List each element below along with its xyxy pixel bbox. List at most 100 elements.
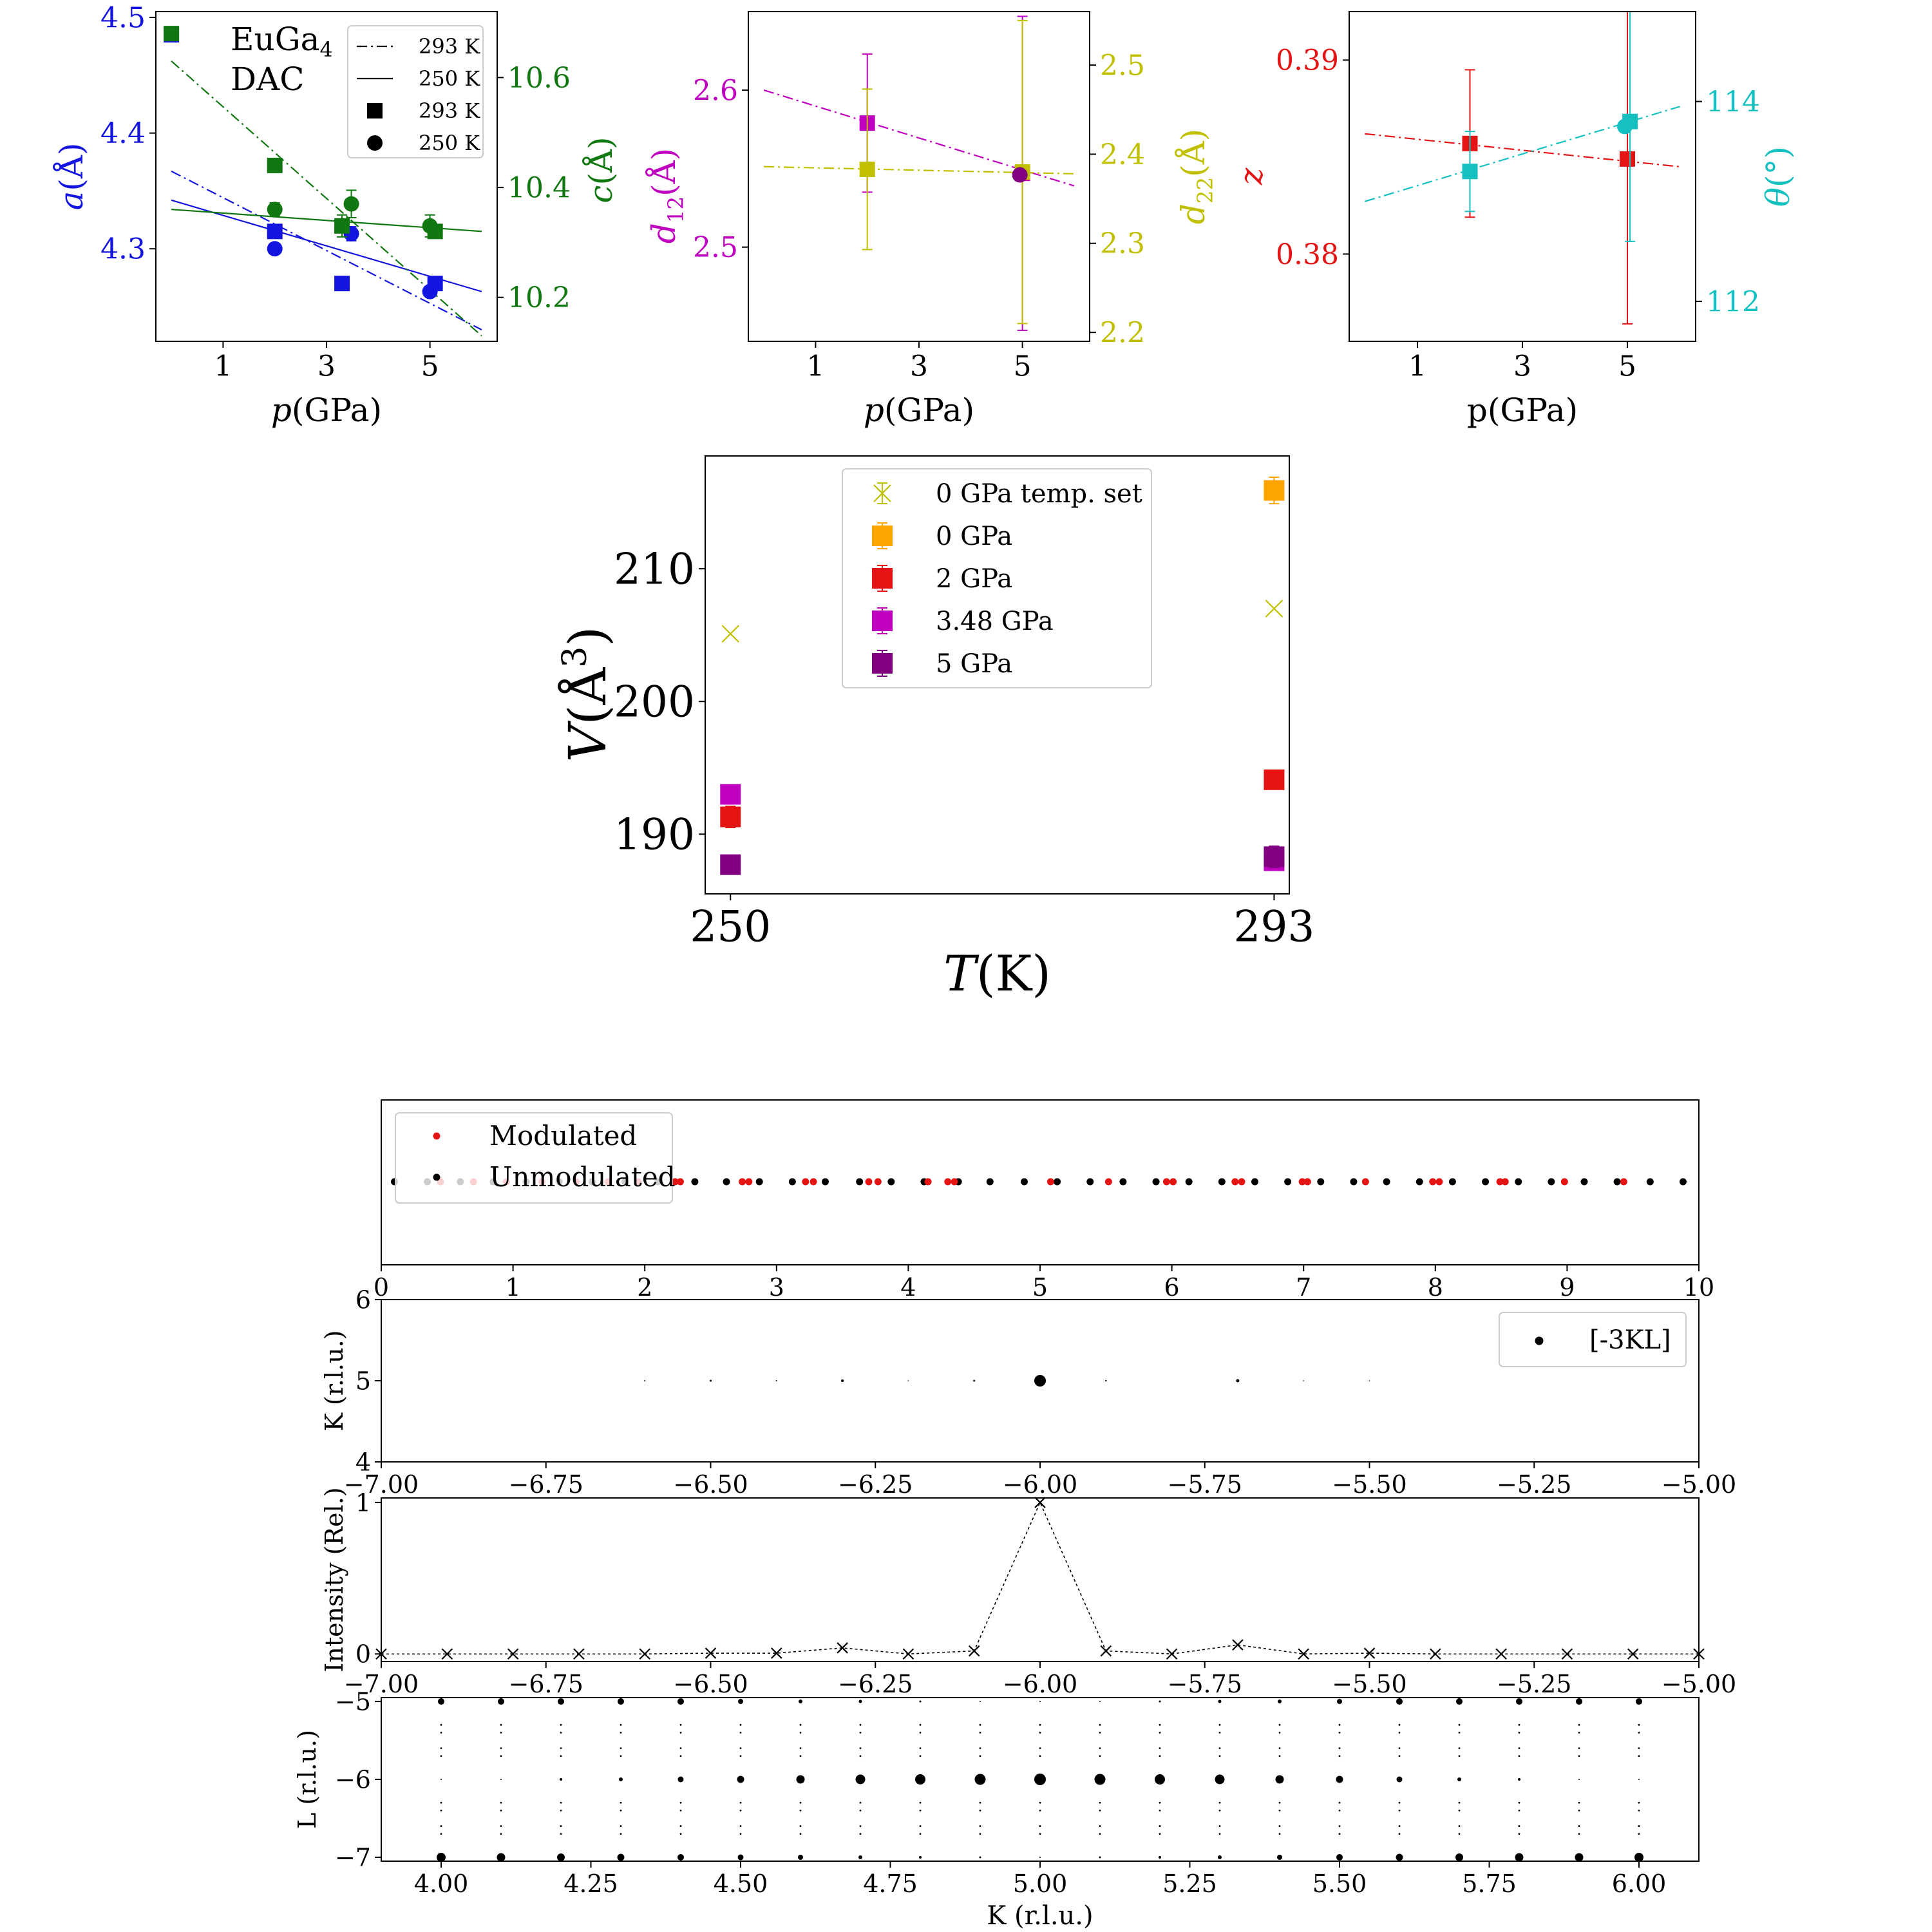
legend-label: 3.48 GPa (936, 607, 1054, 636)
reflection-point (799, 1700, 802, 1704)
satellite-point (1398, 1747, 1401, 1750)
satellite-point (620, 1825, 622, 1827)
satellite-point (1338, 1825, 1341, 1827)
intensity-point (902, 1648, 914, 1660)
reflection-point (915, 1774, 925, 1785)
x-axis-label: p(GPa) (271, 392, 382, 429)
unmodulated-point (1350, 1178, 1358, 1186)
y-axis-label: Intensity (Rel.) (320, 1487, 348, 1672)
unmodulated-point (1317, 1178, 1325, 1186)
axis-label-unit: (Å) (1174, 129, 1212, 177)
modulated-point (1162, 1178, 1170, 1186)
data-point (267, 223, 283, 240)
x-tick-label: −6.75 (509, 1670, 583, 1698)
reflection-point (738, 1699, 743, 1705)
axis-label-superscript: 3 (556, 647, 594, 668)
satellite-point (620, 1723, 622, 1726)
satellite-point (1338, 1747, 1341, 1750)
reflection-point (1636, 1698, 1642, 1705)
satellite-point (1039, 1801, 1041, 1804)
axis-label-symbol: θ (1759, 187, 1797, 207)
reflection-strip-panel: 0 1 2 3 4 5 6 7 8 9 10 Modulated Unmodulated (374, 1099, 1714, 1302)
satellite-point (979, 1833, 981, 1835)
satellite-point (1338, 1809, 1341, 1812)
x-axis-label: K (r.l.u.) (987, 1901, 1093, 1931)
satellite-point (1159, 1825, 1161, 1827)
data-point (1264, 846, 1285, 867)
plot-area (1365, 12, 1680, 325)
satellite-point (1218, 1809, 1221, 1812)
reflection-point (855, 1774, 866, 1785)
satellite-point (679, 1723, 682, 1726)
satellite-point (440, 1723, 442, 1726)
axis-label-symbol: p (864, 392, 884, 429)
data-point (343, 196, 359, 212)
modulated-point (1501, 1178, 1509, 1186)
plot-frame (1349, 11, 1696, 342)
satellite-point (1398, 1809, 1401, 1812)
modulated-point (745, 1178, 753, 1186)
satellite-point (1638, 1809, 1640, 1812)
satellite-point (799, 1809, 802, 1812)
satellite-point (1159, 1801, 1161, 1804)
satellite-point (1518, 1732, 1520, 1734)
satellite-point (1218, 1825, 1221, 1827)
reflection-point (1278, 1700, 1282, 1704)
x-tick-label: 3 (1513, 350, 1531, 383)
axis-label-symbol: T (943, 945, 980, 1002)
satellite-point (1458, 1747, 1461, 1750)
satellite-point (440, 1825, 442, 1827)
satellite-point (1398, 1723, 1401, 1726)
reflection-point (1337, 1699, 1342, 1705)
legend-label: 293 K (419, 99, 480, 123)
satellite-point (620, 1809, 622, 1812)
satellite-point (440, 1833, 442, 1835)
modulated-point (1361, 1178, 1369, 1186)
satellite-point (620, 1747, 622, 1750)
satellite-point (440, 1755, 442, 1757)
x-tick-label: 250 (690, 902, 771, 951)
x-tick-label: 2 (637, 1273, 652, 1302)
legend-marker (873, 484, 891, 502)
satellite-point (500, 1809, 502, 1812)
satellite-point (1159, 1732, 1161, 1734)
satellite-point (560, 1801, 562, 1804)
satellite-point (1398, 1755, 1401, 1757)
x-tick-label: 3 (910, 350, 928, 383)
legend-marker (433, 1132, 440, 1140)
annotation-subscript: 4 (319, 37, 332, 62)
unmodulated-point (1284, 1178, 1292, 1186)
satellite-point (979, 1801, 981, 1804)
axis-label-unit: (Å) (52, 143, 90, 191)
y-axis-label-right: θ(°) (1759, 146, 1797, 207)
legend-marker (872, 526, 893, 546)
y-tick-label: 4.5 (100, 1, 146, 34)
x-tick-label: 1 (1408, 350, 1426, 383)
modulated-point (810, 1178, 817, 1186)
axis-label-symbol: z (1233, 167, 1270, 185)
satellite-point (1398, 1833, 1401, 1835)
x-tick-label: 7 (1296, 1273, 1311, 1302)
x-tick-label: 5 (1618, 350, 1636, 383)
reflection-point (710, 1379, 712, 1382)
satellite-point (739, 1833, 742, 1835)
satellite-point (679, 1801, 682, 1804)
data-point (334, 276, 350, 292)
satellite-point (560, 1833, 562, 1835)
intensity-point (1430, 1648, 1441, 1660)
satellite-point (1039, 1747, 1041, 1750)
reflection-point (775, 1380, 777, 1381)
x-tick-label: −5.25 (1497, 1470, 1571, 1499)
x-tick-label: 1 (214, 350, 232, 383)
axis-label-symbol: p (1467, 392, 1488, 429)
satellite-point (979, 1825, 981, 1827)
modulated-point (944, 1178, 952, 1186)
x-tick-label: 6.00 (1612, 1870, 1667, 1898)
satellite-point (979, 1755, 981, 1757)
satellite-point (1518, 1747, 1520, 1750)
unmodulated-point (755, 1178, 763, 1186)
axis-label-unit: ) (558, 626, 618, 646)
modulated-point (1238, 1178, 1245, 1186)
satellite-point (1218, 1723, 1221, 1726)
